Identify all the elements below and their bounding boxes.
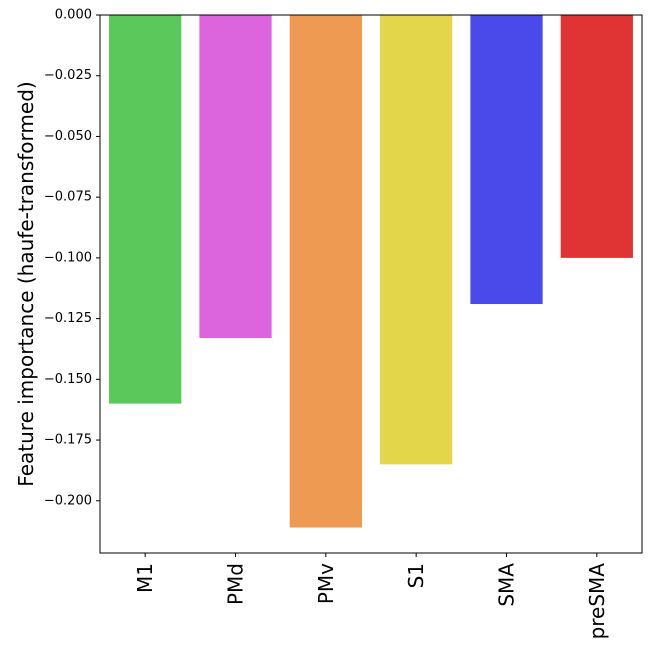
y-tick-label: −0.150 (44, 372, 92, 387)
bar-pmd (199, 15, 272, 339)
y-tick-label: 0.000 (55, 8, 92, 23)
x-tick-label: preSMA (585, 563, 609, 640)
x-tick-label: PMd (224, 563, 248, 605)
x-axis: M1 PMd PMv S1 SMA preSMA (133, 553, 609, 639)
y-axis-label: Feature importance (haufe-transformed) (14, 81, 38, 486)
x-tick-label: S1 (404, 563, 428, 588)
x-tick-label: SMA (495, 563, 519, 607)
y-tick-label: −0.050 (44, 129, 92, 144)
plot-frame (99, 14, 643, 554)
y-tick-label: −0.125 (44, 311, 92, 326)
bar-s1 (380, 15, 453, 465)
bar-presma (560, 15, 633, 258)
y-axis: 0.000 −0.025 −0.050 −0.075 −0.100 −0.125 −0.15… (44, 8, 100, 508)
bar-sma (470, 15, 543, 305)
x-tick-label: PMv (314, 563, 338, 604)
y-tick-label: −0.025 (44, 68, 92, 83)
bars-group (109, 15, 633, 528)
bar-pmv (289, 15, 362, 528)
y-tick-label: −0.175 (44, 433, 92, 448)
x-tick-label: M1 (133, 563, 157, 593)
bar-m1 (109, 15, 182, 404)
y-tick-label: −0.075 (44, 190, 92, 205)
y-tick-label: −0.200 (44, 493, 92, 508)
y-tick-label: −0.100 (44, 250, 92, 265)
